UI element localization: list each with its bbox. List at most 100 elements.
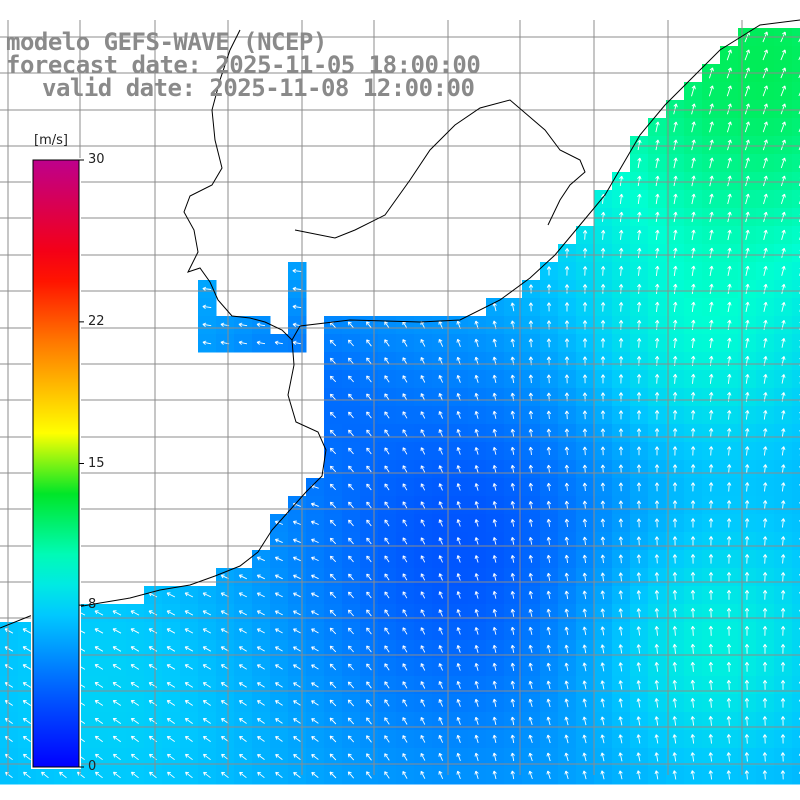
wind-arrow [745, 374, 750, 384]
wind-arrow [763, 301, 768, 312]
wind-arrow [492, 680, 497, 689]
wind-arrow [347, 735, 355, 743]
speed-cell [792, 388, 800, 407]
wind-arrow [780, 716, 786, 726]
wind-arrow [528, 770, 533, 780]
wind-arrow [582, 716, 587, 726]
wind-arrow [292, 304, 302, 309]
wind-arrow [474, 752, 479, 762]
wind-arrow [762, 103, 768, 115]
wind-arrow [492, 410, 497, 419]
speed-cell [792, 658, 800, 677]
wind-arrow [384, 447, 390, 455]
wind-arrow [564, 590, 569, 600]
wind-arrow [22, 735, 31, 742]
wind-arrow [510, 519, 515, 527]
wind-arrow [618, 284, 624, 294]
wind-arrow [726, 500, 732, 510]
wind-arrow [546, 644, 551, 654]
wind-arrow [438, 734, 444, 743]
wind-arrow [744, 518, 750, 528]
wind-arrow [600, 302, 606, 312]
wind-arrow [618, 302, 624, 312]
wind-arrow [727, 301, 732, 312]
speed-cell [792, 406, 800, 425]
wind-arrow [709, 410, 714, 420]
wind-arrow [474, 609, 479, 617]
wind-arrow [420, 465, 426, 473]
wind-arrow [726, 625, 732, 636]
wind-arrow [202, 304, 212, 309]
wind-arrow [708, 679, 714, 690]
wind-arrow [636, 464, 642, 474]
wind-arrow [654, 716, 659, 726]
wind-arrow [600, 734, 605, 744]
wind-arrow [438, 752, 444, 761]
wind-arrow [202, 340, 212, 345]
wind-arrow [744, 625, 750, 636]
wind-arrow [654, 770, 659, 780]
wind-arrow [256, 646, 265, 652]
wind-arrow [438, 519, 443, 527]
wind-arrow [655, 157, 660, 169]
wind-arrow [708, 698, 713, 708]
wind-arrow [148, 646, 158, 652]
wind-arrow [492, 626, 497, 635]
wind-arrow [347, 627, 354, 635]
wind-arrow [456, 555, 461, 563]
wind-arrow [654, 644, 659, 654]
speed-cell [792, 640, 800, 659]
wind-arrow [329, 681, 337, 689]
wind-arrow [546, 518, 552, 527]
wind-arrow [438, 537, 443, 545]
coastline [0, 19, 800, 629]
wind-arrow [22, 664, 32, 670]
wind-arrow [690, 410, 696, 420]
wind-arrow [166, 628, 176, 634]
wind-arrow [202, 664, 212, 670]
wind-arrow [744, 85, 750, 97]
wind-arrow [329, 627, 337, 635]
wind-arrow [672, 373, 678, 384]
wind-arrow [329, 375, 337, 383]
wind-arrow [438, 627, 443, 635]
wind-arrow [528, 680, 533, 690]
speed-cell [792, 622, 800, 641]
wind-arrow [744, 554, 750, 564]
wind-arrow [618, 536, 624, 546]
wind-arrow [600, 716, 605, 726]
wind-arrow [474, 519, 479, 527]
wind-arrow [256, 700, 265, 706]
wind-arrow [564, 464, 570, 473]
wind-arrow [727, 410, 732, 420]
wind-arrow [690, 770, 695, 780]
wind-arrow [636, 500, 642, 510]
wind-arrow [112, 771, 121, 779]
wind-arrow [438, 573, 443, 581]
speed-cell [792, 100, 800, 119]
wind-arrow [202, 286, 212, 291]
wind-arrow [256, 718, 265, 724]
wind-arrow [166, 646, 176, 652]
speed-cell [792, 478, 800, 497]
wind-arrow [438, 356, 444, 365]
wind-arrow [781, 337, 786, 348]
wind-arrow [654, 662, 659, 672]
wind-arrow [744, 752, 750, 762]
wind-arrow [238, 592, 248, 598]
wind-arrow [762, 85, 769, 97]
wind-arrow [510, 591, 515, 599]
speed-cell [792, 748, 800, 767]
wind-arrow [510, 608, 515, 617]
wind-arrow [709, 301, 714, 312]
wind-arrow [618, 626, 623, 636]
wind-arrow [184, 628, 194, 634]
title-model: modelo GEFS-WAVE (NCEP) [6, 28, 327, 56]
wind-arrow [474, 428, 479, 437]
wind-arrow [690, 716, 695, 726]
wind-arrow [654, 410, 660, 420]
wind-arrow [94, 664, 104, 670]
speed-cell [792, 442, 800, 461]
wind-arrow [600, 428, 606, 438]
wind-arrow [618, 734, 623, 744]
